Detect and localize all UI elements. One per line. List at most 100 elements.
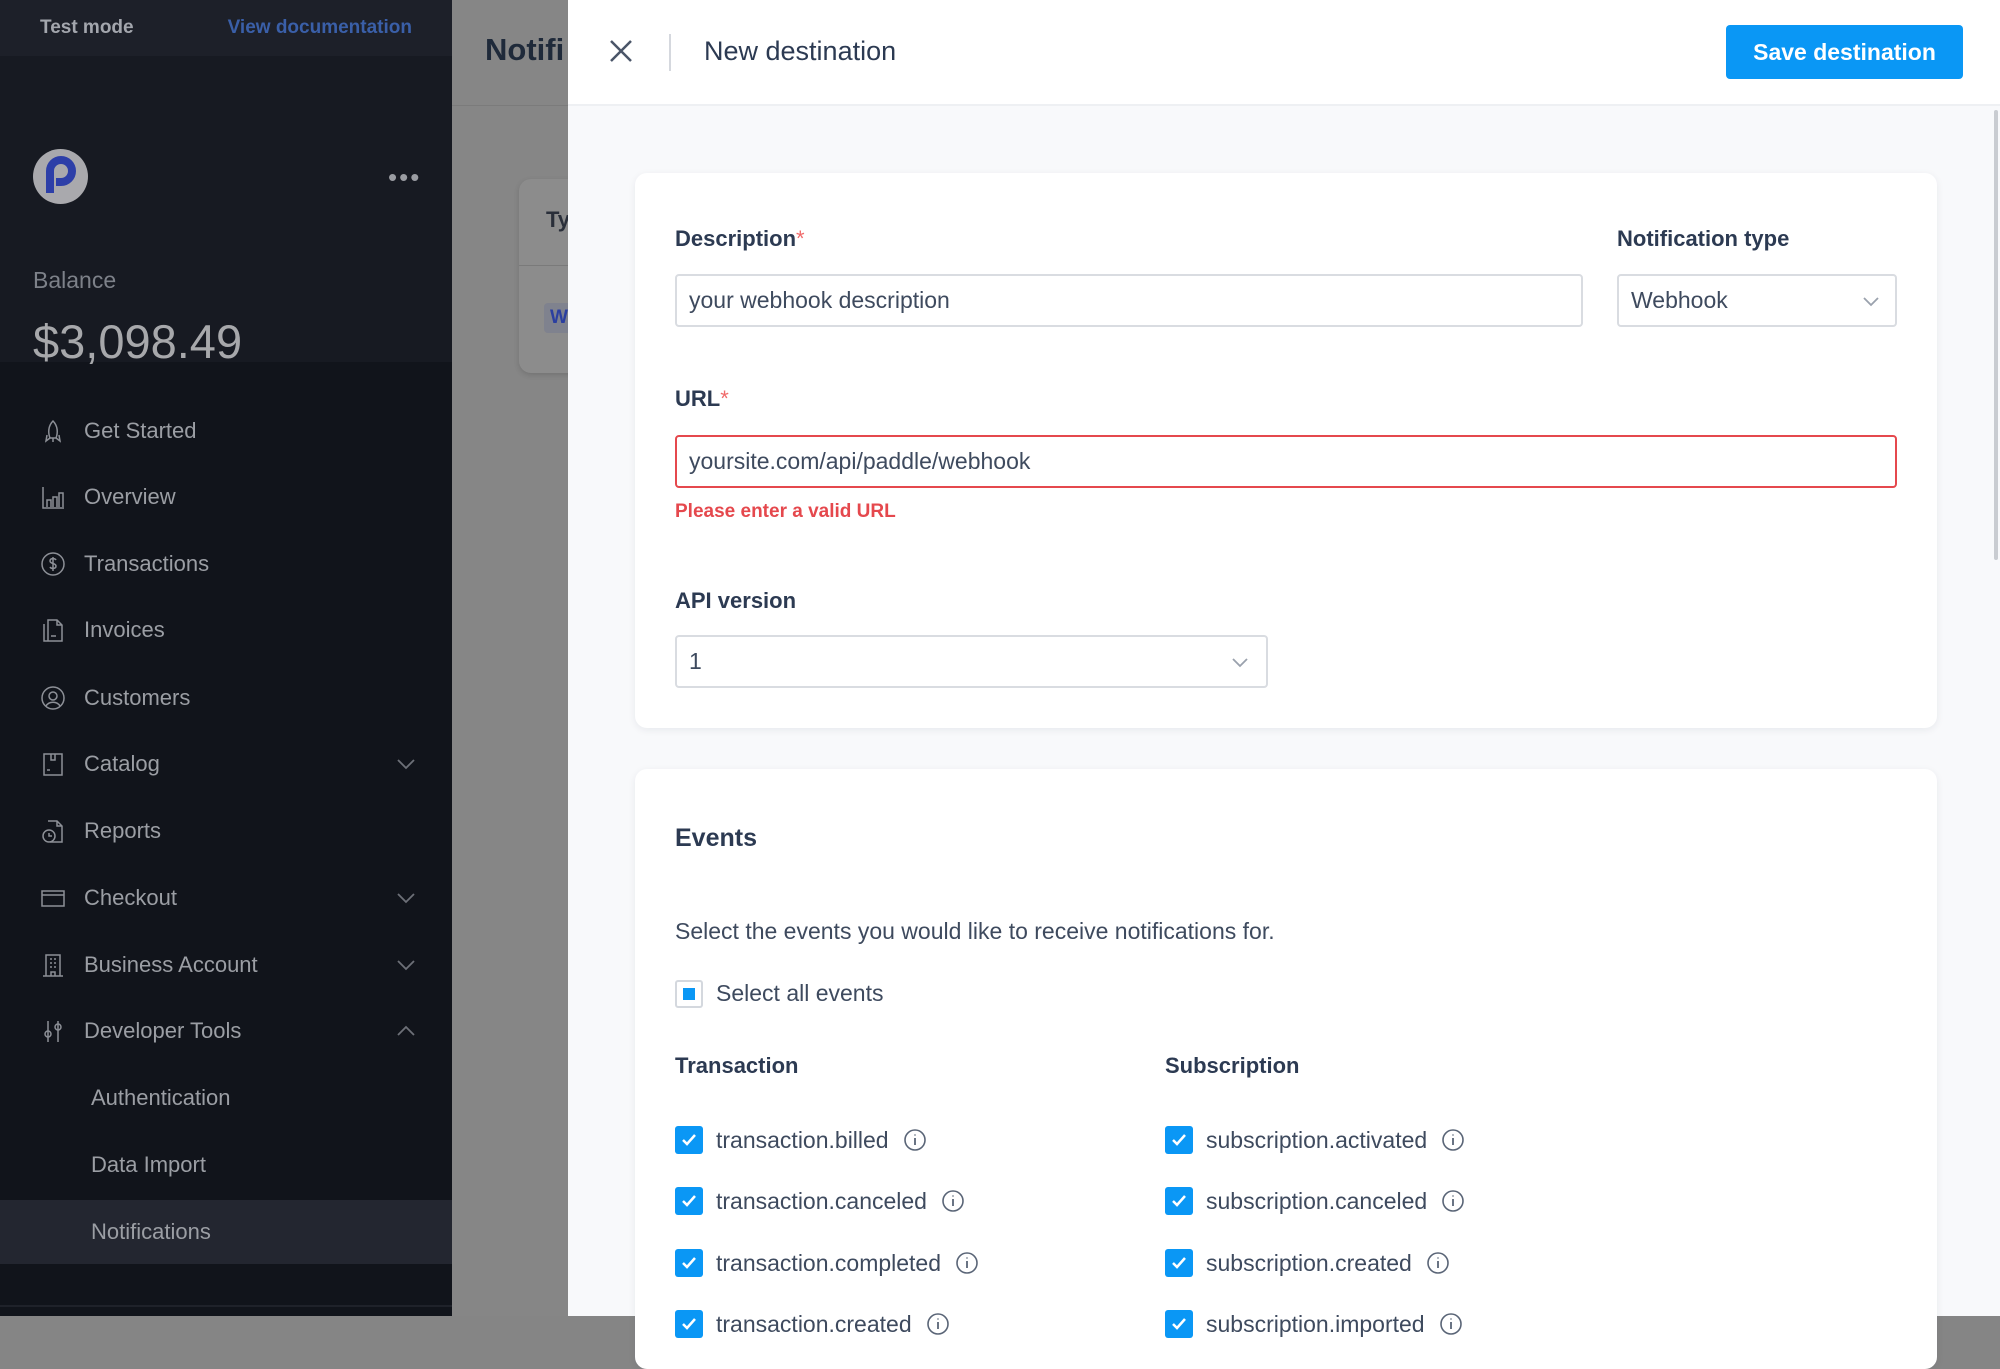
sidebar-item-overview[interactable]: Overview (0, 465, 452, 529)
sidebar-item-label: Overview (84, 484, 176, 509)
new-destination-panel: New destination Save destination Descrip… (568, 0, 2000, 1369)
account-summary: ••• Balance $3,098.49 (0, 56, 452, 368)
event-group-title: Transaction (675, 1053, 799, 1078)
sidebar-item-label: Reports (84, 818, 162, 843)
bar-chart-icon (42, 487, 64, 509)
chevron-up-icon[interactable] (396, 1021, 416, 1041)
url-input[interactable]: yoursite.com/api/paddle/webhook (675, 435, 1897, 488)
sidebar: Test mode View documentation ••• Balance… (0, 0, 452, 1316)
checkmark-icon (1172, 1195, 1186, 1207)
panel-title: New destination (704, 36, 897, 66)
events-title: Events (675, 824, 757, 852)
event-label[interactable]: subscription.canceled (1206, 1188, 1428, 1214)
event-label[interactable]: subscription.activated (1206, 1127, 1428, 1153)
events-card: Events Select the events you would like … (635, 769, 1937, 1369)
card-icon (41, 890, 65, 907)
save-destination-button[interactable]: Save destination (1726, 25, 1963, 79)
url-label: URL* (675, 386, 729, 412)
divider (519, 265, 599, 266)
more-dots-icon[interactable]: ••• (388, 162, 422, 192)
view-documentation-link[interactable]: View documentation (227, 17, 412, 38)
sidebar-item-label: Customers (84, 685, 191, 710)
sidebar-item-invoices[interactable]: Invoices (0, 598, 452, 662)
event-checkbox[interactable] (1165, 1126, 1193, 1154)
notification-type-select[interactable]: Webhook (1617, 274, 1897, 327)
sidebar-item-business-account[interactable]: Business Account (0, 933, 452, 997)
mode-bar: Test mode View documentation (0, 0, 452, 56)
chevron-down-icon (1232, 658, 1248, 668)
sidebar-item-label: Developer Tools (84, 1018, 242, 1043)
chevron-down-icon[interactable] (396, 955, 416, 975)
sidebar-item-label: Catalog (84, 751, 160, 776)
chevron-down-icon[interactable] (396, 754, 416, 774)
chevron-down-icon[interactable] (396, 888, 416, 908)
sidebar-item-label: Transactions (84, 551, 210, 576)
sidebar-item-label: Notifications (91, 1219, 211, 1244)
background-page-title: Notifi (485, 32, 565, 67)
sidebar-item-reports[interactable]: Reports (0, 799, 452, 863)
close-icon[interactable] (606, 36, 636, 66)
event-checkbox[interactable] (675, 1126, 703, 1154)
event-checkbox[interactable] (675, 1310, 703, 1338)
sidebar-item-authentication[interactable]: Authentication (0, 1066, 452, 1130)
rocket-icon (44, 419, 62, 443)
sidebar-item-get-started[interactable]: Get Started (0, 399, 452, 463)
scrollbar[interactable] (1994, 110, 1998, 560)
info-icon[interactable] (941, 1189, 965, 1213)
event-label[interactable]: transaction.completed (716, 1250, 942, 1276)
event-checkbox[interactable] (1165, 1187, 1193, 1215)
catalog-icon (43, 753, 63, 776)
sidebar-item-label: Authentication (91, 1085, 231, 1110)
select-all-checkbox[interactable] (675, 980, 703, 1008)
dollar-circle-icon (41, 552, 65, 576)
sidebar-item-catalog[interactable]: Catalog (0, 732, 452, 796)
api-version-select[interactable]: 1 (675, 635, 1268, 688)
event-label[interactable]: subscription.created (1206, 1250, 1412, 1276)
description-label: Description* (675, 226, 805, 252)
sidebar-item-label: Get Started (84, 418, 197, 443)
sidebar-item-notifications[interactable]: Notifications (0, 1200, 452, 1264)
sidebar-item-customers[interactable]: Customers (0, 666, 452, 730)
info-icon[interactable] (1441, 1189, 1465, 1213)
background-header: Notifi (452, 0, 568, 106)
description-label-text: Description (675, 226, 797, 251)
background-page: Notifi Ty W (452, 0, 599, 1316)
event-checkbox[interactable] (1165, 1249, 1193, 1277)
event-label[interactable]: transaction.billed (716, 1127, 889, 1153)
checkmark-icon (682, 1318, 696, 1330)
checkmark-icon (682, 1134, 696, 1146)
sidebar-item-developer-tools[interactable]: Developer Tools (0, 999, 452, 1063)
account-logo[interactable] (33, 149, 88, 204)
event-checkbox[interactable] (675, 1187, 703, 1215)
sidebar-item-checkout[interactable]: Checkout (0, 866, 452, 930)
event-group-title: Subscription (1165, 1053, 1300, 1078)
event-checkbox[interactable] (675, 1249, 703, 1277)
notification-type-value: Webhook (1631, 287, 1728, 313)
checkmark-icon (1172, 1134, 1186, 1146)
description-input[interactable]: your webhook description (675, 274, 1583, 327)
sidebar-item-transactions[interactable]: Transactions (0, 532, 452, 596)
api-version-value: 1 (689, 648, 702, 674)
checkmark-icon (682, 1257, 696, 1269)
event-label[interactable]: transaction.created (716, 1311, 912, 1337)
url-label-text: URL (675, 386, 721, 411)
checkmark-icon (682, 1195, 696, 1207)
test-mode-label: Test mode (40, 17, 134, 38)
select-all-label[interactable]: Select all events (716, 980, 884, 1006)
info-icon[interactable] (955, 1251, 979, 1275)
event-label[interactable]: transaction.canceled (716, 1188, 927, 1214)
notification-type-label: Notification type (1617, 226, 1790, 251)
sidebar-item-label: Invoices (84, 617, 165, 642)
info-icon[interactable] (1426, 1251, 1450, 1275)
info-icon[interactable] (903, 1128, 927, 1152)
api-version-label: API version (675, 588, 797, 613)
balance-label: Balance (33, 267, 117, 293)
event-label[interactable]: subscription.imported (1206, 1311, 1425, 1337)
info-icon[interactable] (1441, 1128, 1465, 1152)
event-checkbox[interactable] (1165, 1310, 1193, 1338)
checkmark-icon (1172, 1257, 1186, 1269)
sidebar-item-data-import[interactable]: Data Import (0, 1133, 452, 1197)
panel-header: New destination Save destination (568, 0, 2000, 106)
required-mark: * (720, 386, 729, 411)
checkmark-icon (1172, 1318, 1186, 1330)
